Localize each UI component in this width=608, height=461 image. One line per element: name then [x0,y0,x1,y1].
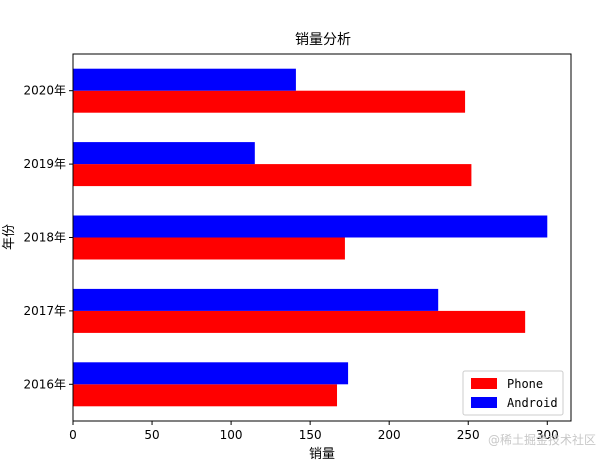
bar-phone-4 [73,90,466,113]
legend: Phone Android [462,370,564,416]
bar-phone-1 [73,310,526,333]
x-tick-label: 100 [220,428,243,442]
y-tick-label: 2019年 [23,157,66,171]
legend-label-phone: Phone [507,377,543,391]
bars-group [73,68,548,407]
x-tick-label: 250 [457,428,480,442]
legend-swatch-android [471,397,497,408]
y-tick-label: 2018年 [23,231,66,245]
bar-android-1 [73,288,439,311]
chart-title: 销量分析 [295,32,351,48]
bar-android-4 [73,68,296,91]
x-axis-label: 销量 [309,447,335,461]
y-tick-label: 2017年 [23,304,66,318]
y-axis: 2016年 2017年 2018年 2019年 2020年 [23,84,73,391]
y-tick-label: 2020年 [23,84,66,98]
x-tick-label: 0 [69,428,77,442]
legend-label-android: Android [507,396,558,410]
bar-phone-2 [73,237,345,260]
x-tick-label: 300 [536,428,559,442]
y-axis-label: 年份 [2,224,17,250]
x-axis: 0 50 100 150 200 250 300 [69,421,559,442]
watermark-text: @稀土掘金技术社区 [488,432,596,447]
legend-swatch-phone [471,378,497,389]
bar-phone-3 [73,164,472,187]
x-tick-label: 200 [378,428,401,442]
x-tick-label: 150 [299,428,322,442]
bar-phone-0 [73,384,338,407]
x-tick-label: 50 [144,428,159,442]
bar-android-0 [73,362,349,385]
bar-android-2 [73,215,548,238]
y-tick-label: 2016年 [23,377,66,391]
bar-android-3 [73,142,255,165]
